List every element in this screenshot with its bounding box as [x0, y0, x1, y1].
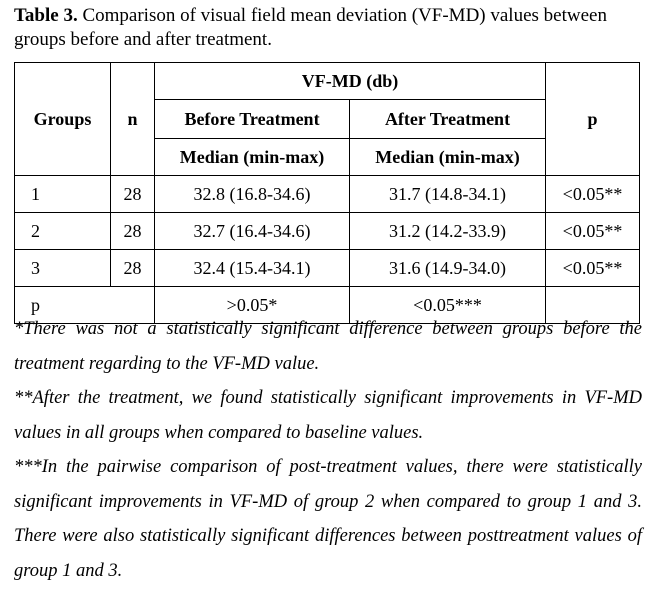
- header-after-median: Median (min-max): [349, 138, 546, 176]
- footnote-2: **After the treatment, we found statisti…: [14, 388, 642, 443]
- cell-group: 1: [14, 175, 111, 213]
- header-n: n: [110, 62, 155, 176]
- caption-text: Comparison of visual field mean deviatio…: [14, 5, 607, 50]
- table-footnotes: *There was not a statistically significa…: [14, 312, 642, 588]
- cell-after: 31.7 (14.8-34.1): [349, 175, 546, 213]
- header-after-treatment: After Treatment: [349, 99, 546, 139]
- table-caption: Table 3. Comparison of visual field mean…: [14, 4, 640, 52]
- header-before-median: Median (min-max): [154, 138, 350, 176]
- cell-group: 2: [14, 212, 111, 250]
- cell-p: <0.05**: [545, 175, 640, 213]
- cell-before: 32.4 (15.4-34.1): [154, 249, 350, 287]
- header-p: p: [545, 62, 640, 176]
- p-row-empty: [545, 286, 640, 324]
- cell-after: 31.6 (14.9-34.0): [349, 249, 546, 287]
- footnote-3: ***In the pairwise comparison of post-tr…: [14, 457, 642, 581]
- header-vfmd: VF-MD (db): [154, 62, 546, 100]
- caption-label: Table 3.: [14, 5, 78, 26]
- results-table: Groups n VF-MD (db) p Before Treatment A…: [14, 62, 640, 324]
- cell-p: <0.05**: [545, 212, 640, 250]
- cell-after: 31.2 (14.2-33.9): [349, 212, 546, 250]
- p-row-label: p: [14, 286, 155, 324]
- header-groups: Groups: [14, 62, 111, 176]
- p-value-row: p >0.05* <0.05***: [14, 286, 640, 324]
- footnote-1: *There was not a statistically significa…: [14, 319, 642, 374]
- cell-group: 3: [14, 249, 111, 287]
- header-before-treatment: Before Treatment: [154, 99, 350, 139]
- cell-before: 32.7 (16.4-34.6): [154, 212, 350, 250]
- table-row: 1 28 32.8 (16.8-34.6) 31.7 (14.8-34.1) <…: [14, 175, 640, 213]
- cell-n: 28: [110, 249, 155, 287]
- cell-before: 32.8 (16.8-34.6): [154, 175, 350, 213]
- table-row: 3 28 32.4 (15.4-34.1) 31.6 (14.9-34.0) <…: [14, 249, 640, 287]
- cell-p: <0.05**: [545, 249, 640, 287]
- table-row: 2 28 32.7 (16.4-34.6) 31.2 (14.2-33.9) <…: [14, 212, 640, 250]
- cell-n: 28: [110, 212, 155, 250]
- cell-n: 28: [110, 175, 155, 213]
